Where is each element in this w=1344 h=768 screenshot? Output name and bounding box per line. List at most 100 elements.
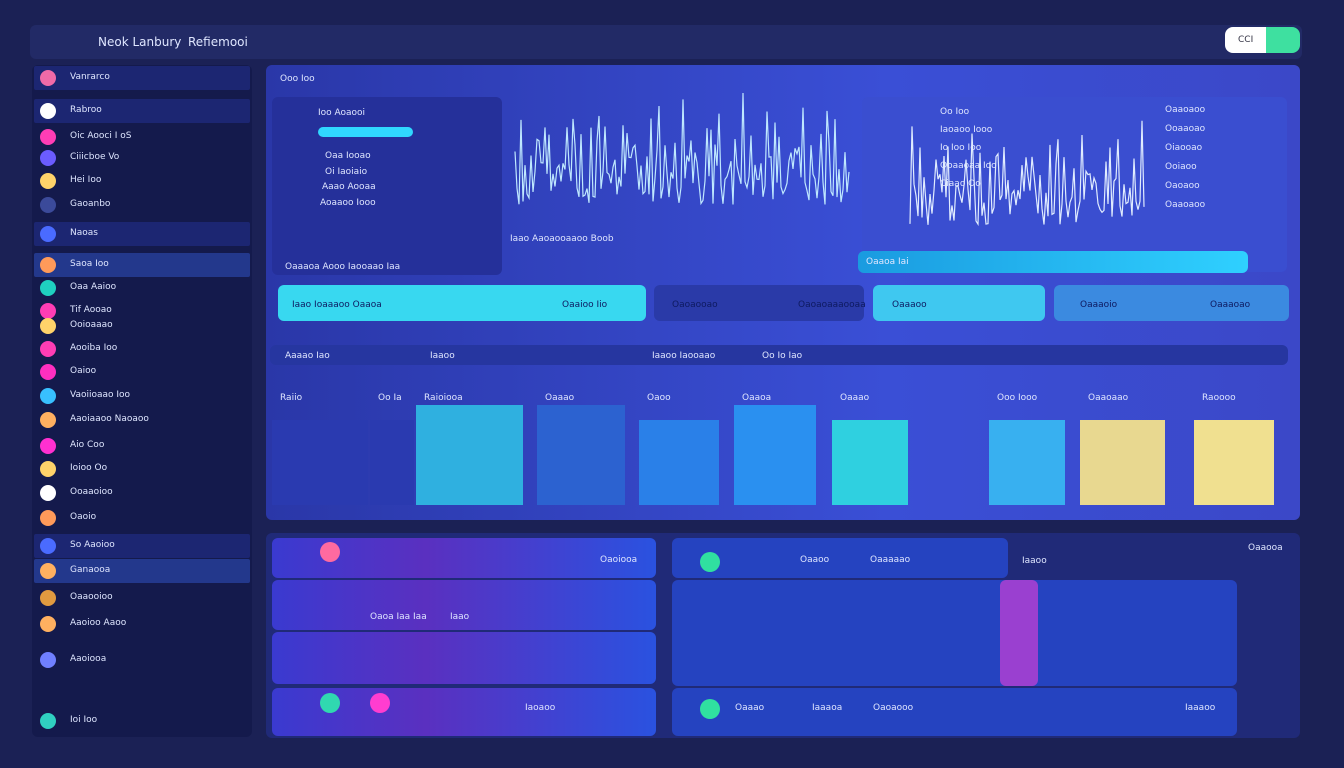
bottom-label: Iaaaoo (1185, 703, 1216, 713)
column-label: Ooo Iooo (997, 393, 1038, 403)
sidebar-item[interactable]: Ganaooa (70, 565, 111, 575)
sidebar-icon (40, 257, 56, 273)
column-label: Oaaao (840, 393, 870, 403)
bottom-label: Oaoaooo (873, 703, 914, 713)
sidebar-highlight (34, 534, 250, 558)
sidebar-item[interactable]: Hei Ioo (70, 175, 102, 185)
header-title: Refiemooi (188, 35, 248, 49)
label: Iaaoo (1022, 556, 1047, 566)
table-header (270, 345, 1288, 365)
sidebar-item[interactable]: Ooioaaao (70, 320, 113, 330)
sidebar-item[interactable]: Ooaaoioo (70, 487, 113, 497)
label: Oo Ioo (940, 107, 970, 117)
column-label: Raoooo (1202, 393, 1236, 403)
toggle-button[interactable] (1225, 27, 1300, 53)
bottom-icon (700, 699, 720, 719)
bottom-label: Oaaoo (800, 555, 830, 565)
sidebar-icon (40, 303, 56, 319)
label: Oi Iaoiaio (325, 167, 368, 177)
button-group[interactable] (654, 285, 864, 321)
button-label[interactable]: Iaao Ioaaaoo Oaaoa (292, 300, 382, 310)
sidebar-item[interactable]: Oaaooioo (70, 592, 113, 602)
bottom-row (672, 538, 1008, 578)
sidebar-item[interactable]: Naoas (70, 228, 98, 238)
bottom-icon (370, 693, 390, 713)
sidebar-icon (40, 318, 56, 334)
sidebar-item[interactable]: Gaoanbo (70, 199, 111, 209)
button-label[interactable]: Oaaaoao (1210, 300, 1251, 310)
button-label[interactable]: Oaaaoio (1080, 300, 1118, 310)
sidebar-icon (40, 173, 56, 189)
sidebar-item[interactable]: Vaoiioaao Ioo (70, 390, 131, 400)
column-block (1080, 420, 1165, 505)
bottom-label: Iaoaoo (525, 703, 556, 713)
sidebar-icon (40, 438, 56, 454)
bottom-label: Oaaao (735, 703, 765, 713)
sidebar-item[interactable]: Tif Aooao (70, 305, 112, 315)
column-block (832, 420, 908, 505)
bottom-label: Oaoa Iaa Iaa (370, 612, 427, 622)
column-label: Oaaao (545, 393, 575, 403)
sidebar-item[interactable]: Saoa Ioo (70, 259, 109, 269)
button-label[interactable]: Oaaioo Iio (562, 300, 608, 310)
sidebar-item[interactable]: Ioi Ioo (70, 715, 98, 725)
sidebar-item[interactable]: Ioioo Oo (70, 463, 108, 473)
button-label[interactable]: CCI (1238, 35, 1254, 45)
label: Ooaaoaa Ioo (940, 161, 997, 171)
sidebar-icon (40, 616, 56, 632)
header-bar (30, 25, 1302, 59)
label: Oaaoaoo (1165, 200, 1206, 210)
sidebar-icon (40, 510, 56, 526)
label: Ioo Aoaooi (318, 108, 366, 118)
bottom-label: Oaaaaao (870, 555, 911, 565)
bottom-icon (700, 552, 720, 572)
sidebar-item[interactable]: Aooiba Ioo (70, 343, 118, 353)
bottom-label: Iaaaoa (812, 703, 843, 713)
button-label[interactable]: Oaaaoo (892, 300, 927, 310)
sidebar-item[interactable]: Oaioo (70, 366, 97, 376)
progress-bar (858, 251, 1248, 273)
table-header-label: Oo Io Iao (762, 351, 803, 361)
column-block (734, 405, 816, 505)
waveform (514, 92, 850, 206)
sidebar-item[interactable]: Oaoio (70, 512, 97, 522)
button-label[interactable]: Oaoaoaaaooaa (798, 300, 866, 310)
column-label: Oaoo (647, 393, 671, 403)
sidebar-item[interactable]: Rabroo (70, 105, 102, 115)
column-label: Raiio (280, 393, 303, 403)
label: Ooiaoo (1165, 162, 1197, 172)
button-label[interactable]: Oaoaooao (672, 300, 718, 310)
label: Aoaaoo Iooo (320, 198, 376, 208)
sidebar-item[interactable]: Aaoiaaoo Naoaoo (70, 414, 149, 424)
sidebar-item[interactable]: Vanrarco (70, 72, 110, 82)
sidebar-icon (40, 412, 56, 428)
sidebar-icon (40, 713, 56, 729)
sidebar-icon (40, 150, 56, 166)
column-block (639, 420, 719, 505)
label: Oaaooa (1248, 543, 1283, 553)
sidebar-icon (40, 388, 56, 404)
button-group[interactable] (1054, 285, 1289, 321)
stats-card (272, 97, 502, 275)
button-group[interactable] (278, 285, 646, 321)
column-block (272, 420, 368, 505)
sidebar-icon (40, 226, 56, 242)
column-label: Oaaoa (742, 393, 772, 403)
button-group[interactable] (873, 285, 1045, 321)
sidebar-item[interactable]: Oic Aooci I oS (70, 131, 132, 141)
sidebar-item[interactable]: Aaoiooa (70, 654, 107, 664)
table-header-label: Iaaoo (430, 351, 455, 361)
sidebar-item[interactable]: Aaoioo Aaoo (70, 618, 127, 628)
column-block (416, 405, 523, 505)
sidebar-item[interactable]: Ciiicboe Vo (70, 152, 120, 162)
sidebar-item[interactable]: Aio Coo (70, 440, 105, 450)
sidebar-item[interactable]: So Aaoioo (70, 540, 115, 550)
sidebar-highlight (34, 99, 250, 123)
sidebar-item[interactable]: Oaa Aaioo (70, 282, 117, 292)
label: Oiaooao (1165, 143, 1203, 153)
column-block (537, 405, 625, 505)
column-block (989, 420, 1065, 505)
sidebar-icon (40, 563, 56, 579)
column-block (370, 420, 414, 505)
